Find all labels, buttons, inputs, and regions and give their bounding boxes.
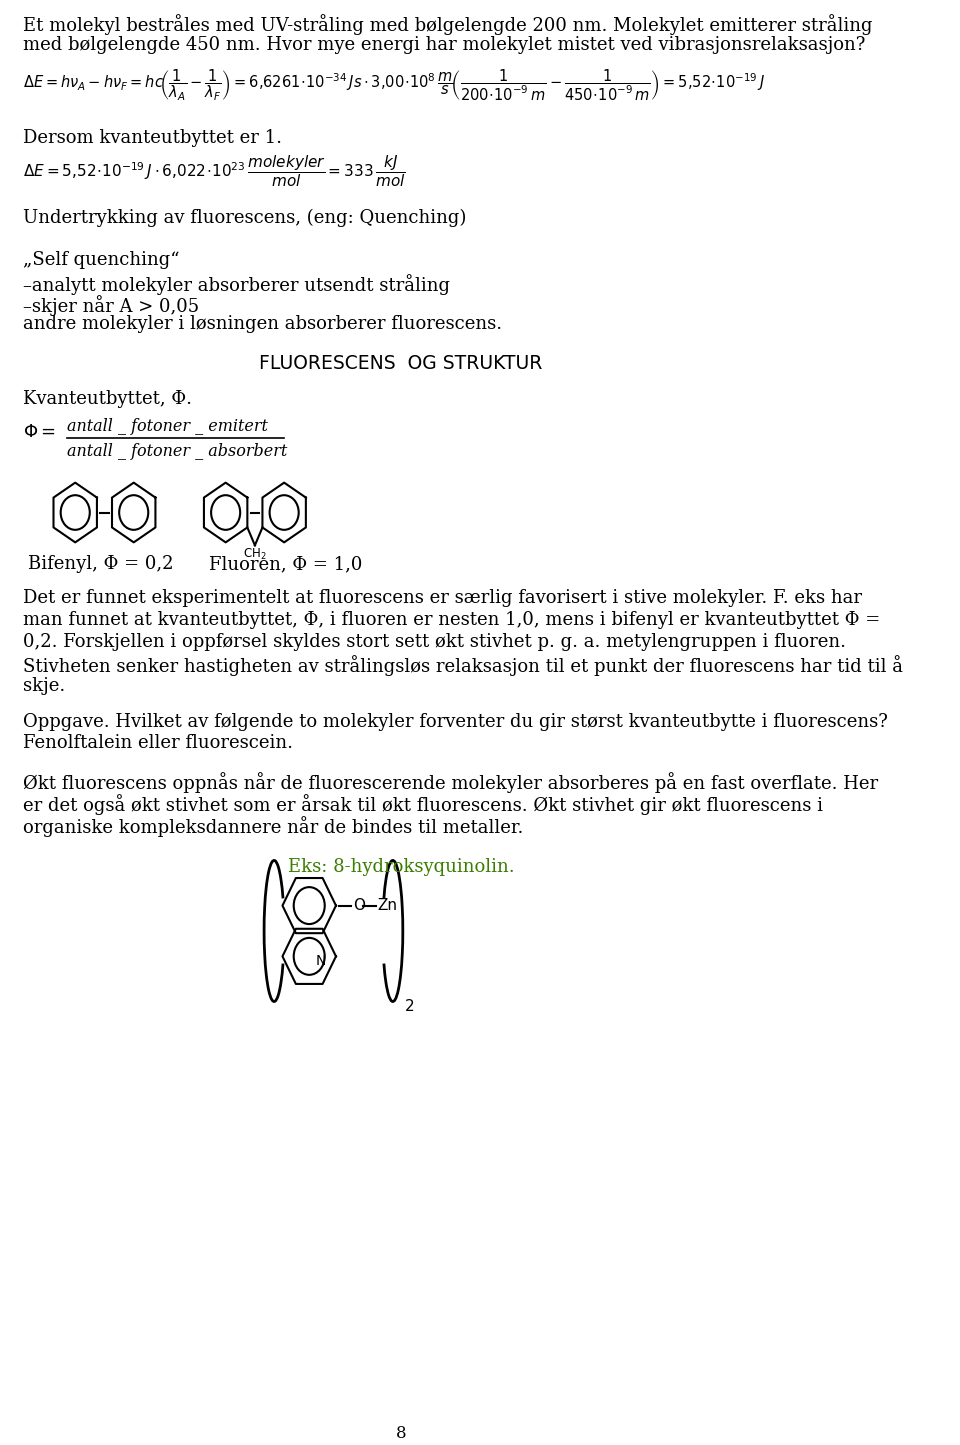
Text: Kvanteutbyttet, Φ.: Kvanteutbyttet, Φ. [23,390,192,407]
Text: –analytt molekyler absorberer utsendt stråling: –analytt molekyler absorberer utsendt st… [23,273,450,295]
Text: FLUORESCENS  OG STRUKTUR: FLUORESCENS OG STRUKTUR [259,354,542,373]
Text: Det er funnet eksperimentelt at fluorescens er særlig favorisert i stive molekyl: Det er funnet eksperimentelt at fluoresc… [23,590,862,607]
Text: Økt fluorescens oppnås når de fluorescerende molekyler absorberes på en fast ove: Økt fluorescens oppnås når de fluorescer… [23,772,878,793]
Text: 2: 2 [404,998,414,1014]
Text: Undertrykking av fluorescens, (eng: Quenching): Undertrykking av fluorescens, (eng: Quen… [23,210,467,227]
Text: Dersom kvanteutbyttet er 1.: Dersom kvanteutbyttet er 1. [23,130,282,147]
Text: 8: 8 [396,1425,406,1442]
Text: O: O [352,899,365,913]
Text: man funnet at kvanteutbyttet, Φ, i fluoren er nesten 1,0, mens i bifenyl er kvan: man funnet at kvanteutbyttet, Φ, i fluor… [23,611,880,629]
Text: skje.: skje. [23,676,65,695]
Text: antall _ fotoner _ emitert: antall _ fotoner _ emitert [67,418,268,435]
Text: Stivheten senker hastigheten av strålingsløs relaksasjon til et punkt der fluore: Stivheten senker hastigheten av stråling… [23,655,903,676]
Text: „Self quenching“: „Self quenching“ [23,251,180,269]
Text: organiske kompleksdannere når de bindes til metaller.: organiske kompleksdannere når de bindes … [23,816,524,837]
Text: N: N [316,954,326,968]
Text: andre molekyler i løsningen absorberer fluorescens.: andre molekyler i løsningen absorberer f… [23,315,502,334]
Text: antall _ fotoner _ absorbert: antall _ fotoner _ absorbert [67,442,287,460]
Text: er det også økt stivhet som er årsak til økt fluorescens. Økt stivhet gir økt fl: er det også økt stivhet som er årsak til… [23,795,824,815]
Text: $\mathregular{CH_2}$: $\mathregular{CH_2}$ [243,548,267,562]
Text: Fluoren, Φ = 1,0: Fluoren, Φ = 1,0 [209,555,362,574]
Text: $\Delta E = h\nu_A - h\nu_F = hc\!\left(\dfrac{1}{\lambda_A} - \dfrac{1}{\lambda: $\Delta E = h\nu_A - h\nu_F = hc\!\left(… [23,68,765,103]
Text: –skjer når A > 0,05: –skjer når A > 0,05 [23,295,200,315]
Text: Oppgave. Hvilket av følgende to molekyler forventer du gir størst kvanteutbytte : Oppgave. Hvilket av følgende to molekyle… [23,712,888,731]
Text: Et molekyl bestråles med UV-stråling med bølgelengde 200 nm. Molekylet emitterer: Et molekyl bestråles med UV-stråling med… [23,14,873,35]
Text: med bølgelengde 450 nm. Hvor mye energi har molekylet mistet ved vibrasjonsrelak: med bølgelengde 450 nm. Hvor mye energi … [23,36,866,53]
Text: Fenolftalein eller fluorescein.: Fenolftalein eller fluorescein. [23,734,294,753]
Text: $\Delta E = 5{,}52\!\cdot\!10^{-19}\,J \cdot 6{,}022\!\cdot\!10^{23}\,\dfrac{mol: $\Delta E = 5{,}52\!\cdot\!10^{-19}\,J \… [23,153,406,189]
Text: Zn: Zn [377,899,397,913]
Text: Eks: 8-hydroksyquinolin.: Eks: 8-hydroksyquinolin. [288,858,515,876]
Text: Bifenyl, Φ = 0,2: Bifenyl, Φ = 0,2 [28,555,173,574]
Text: $\Phi =$: $\Phi =$ [23,423,57,441]
Text: 0,2. Forskjellen i oppførsel skyldes stort sett økt stivhet p. g. a. metylengrup: 0,2. Forskjellen i oppførsel skyldes sto… [23,633,847,650]
